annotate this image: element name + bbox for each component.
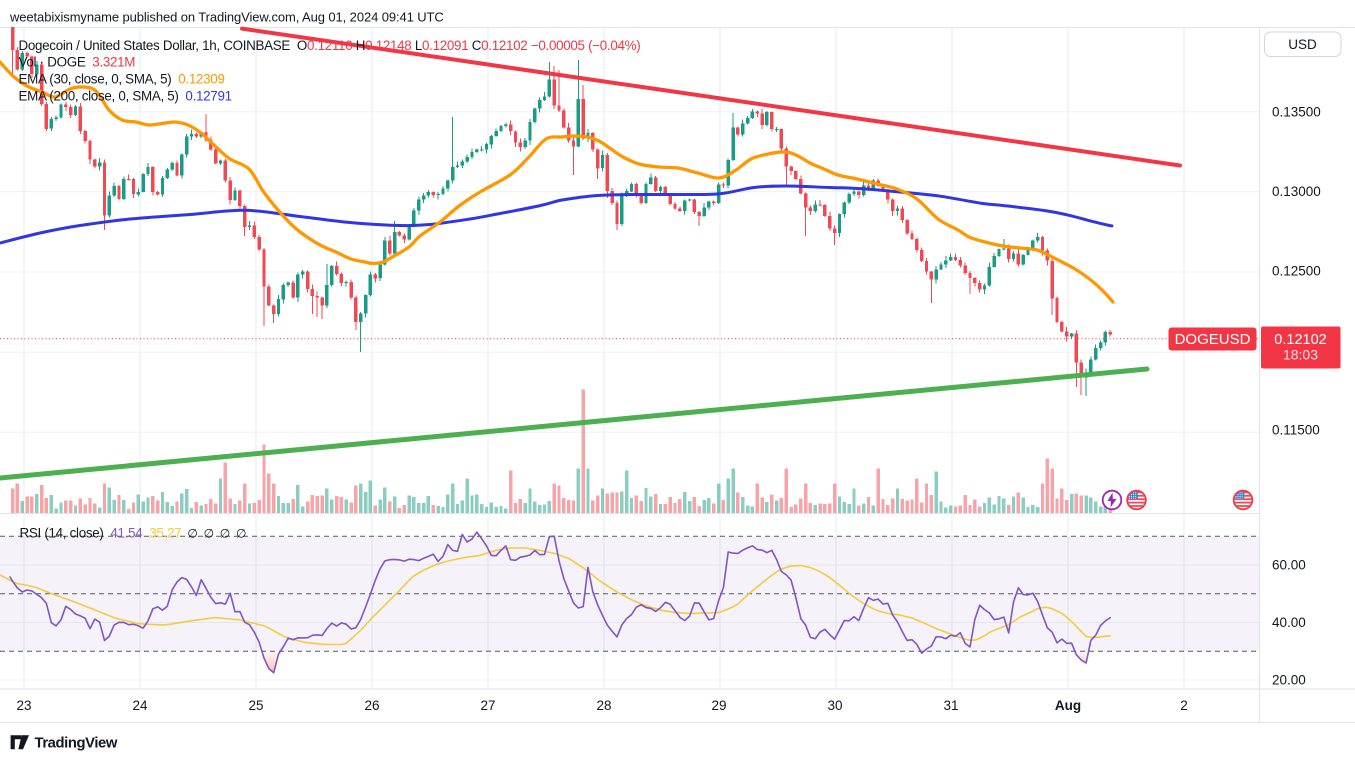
svg-text:Aug: Aug: [1055, 698, 1081, 713]
svg-text:0.13000: 0.13000: [1272, 184, 1321, 199]
svg-text:23: 23: [16, 698, 31, 713]
svg-text:EMA (30, close, 0, SMA, 5) 0.: EMA (30, close, 0, SMA, 5) 0.12309: [19, 72, 225, 87]
svg-text:USD: USD: [1288, 37, 1317, 52]
svg-text:TradingView: TradingView: [35, 736, 118, 752]
svg-text:20.00: 20.00: [1272, 673, 1306, 688]
svg-text:27: 27: [480, 698, 495, 713]
svg-text:weetabixismyname published on: weetabixismyname published on TradingVie…: [9, 10, 444, 25]
svg-text:0.12102: 0.12102: [1274, 332, 1326, 348]
svg-text:DOGEUSD: DOGEUSD: [1175, 331, 1251, 348]
svg-text:30: 30: [827, 698, 842, 713]
svg-text:26: 26: [364, 698, 379, 713]
svg-text:28: 28: [596, 698, 611, 713]
svg-text:24: 24: [132, 698, 148, 713]
svg-text:31: 31: [943, 698, 958, 713]
svg-text:18:03: 18:03: [1283, 347, 1318, 363]
svg-text:Dogecoin / United States Dolla: Dogecoin / United States Dollar, 1h, COI…: [19, 38, 641, 53]
svg-text:EMA (200, close, 0, SMA, 5) 0: EMA (200, close, 0, SMA, 5) 0.12791: [19, 89, 232, 104]
svg-text:RSI (14, close) 41.54 35.27: RSI (14, close) 41.54 35.27 ∅ ∅ ∅ ∅: [20, 526, 247, 541]
svg-text:0.12500: 0.12500: [1272, 264, 1321, 279]
svg-text:0.11500: 0.11500: [1272, 423, 1320, 438]
svg-text:60.00: 60.00: [1272, 558, 1306, 573]
svg-text:Vol · DOGE 3.321M: Vol · DOGE 3.321M: [19, 55, 136, 70]
svg-text:0.13500: 0.13500: [1272, 104, 1321, 119]
svg-text:40.00: 40.00: [1272, 615, 1306, 630]
svg-text:25: 25: [248, 698, 263, 713]
svg-text:29: 29: [711, 698, 726, 713]
svg-text:2: 2: [1180, 698, 1188, 713]
